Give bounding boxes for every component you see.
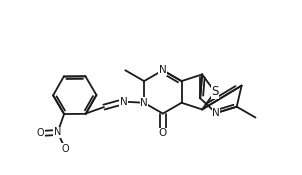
Text: S: S [211,85,219,98]
Text: N: N [140,98,148,108]
Text: O: O [159,128,167,138]
Text: N: N [120,97,127,107]
Text: O: O [61,144,69,154]
Text: O: O [37,128,44,138]
Text: N: N [54,127,61,137]
Text: N: N [159,65,167,75]
Text: N: N [212,108,220,118]
